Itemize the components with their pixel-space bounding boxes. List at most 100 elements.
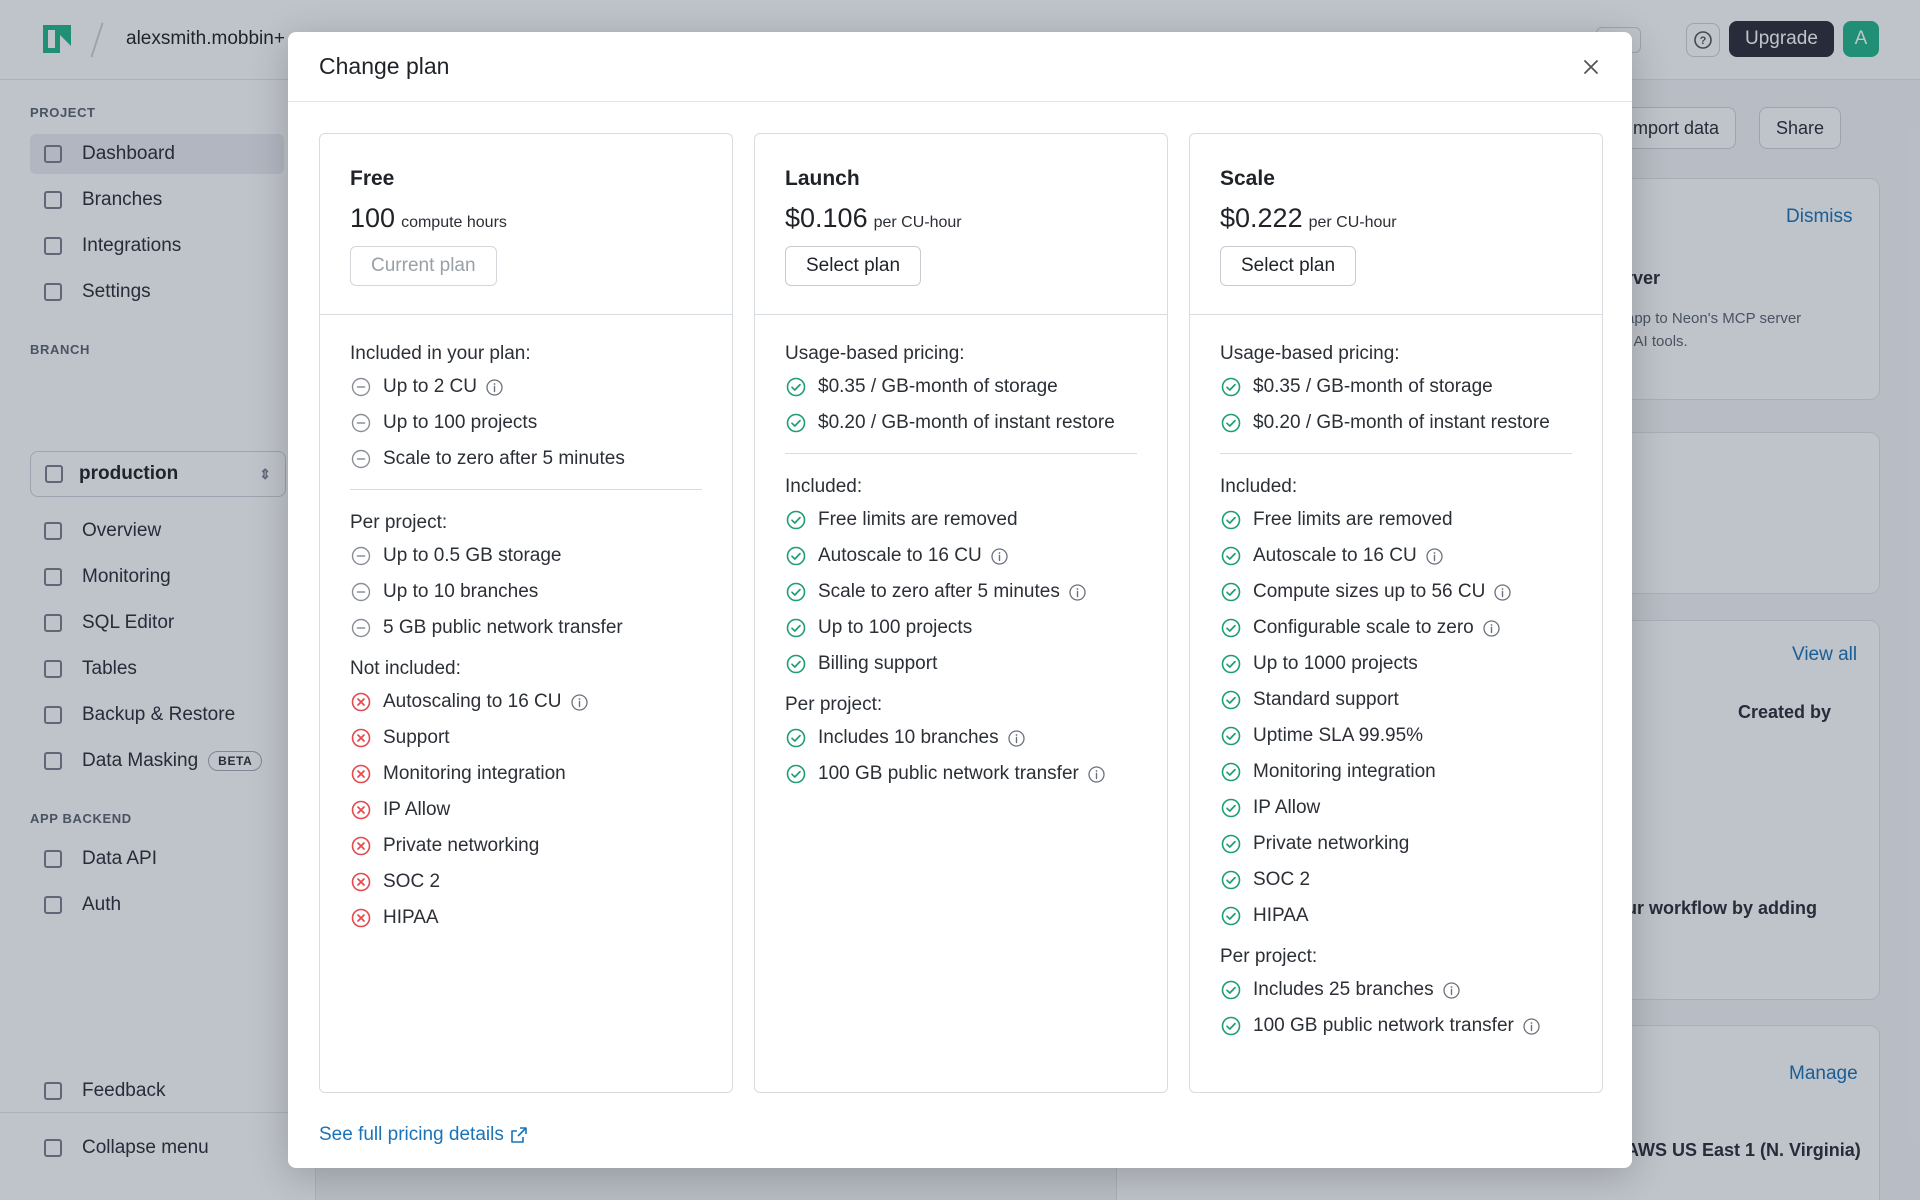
minus-circle-icon (350, 617, 372, 639)
feature-text: Free limits are removed (1253, 509, 1453, 530)
info-icon[interactable] (1442, 981, 1461, 1000)
feature-gap (350, 646, 702, 654)
feature-item: 100 GB public network transfer (785, 756, 1137, 792)
info-icon[interactable] (1425, 547, 1444, 566)
manage-link[interactable]: Manage (1789, 1063, 1858, 1084)
sidebar-item-dashboard[interactable]: Dashboard (30, 134, 284, 174)
x-circle-icon (350, 907, 372, 929)
plans-grid: Free 100 compute hours Current plan Inclu… (319, 133, 1603, 1093)
info-icon[interactable] (1482, 619, 1501, 638)
modal-header: Change plan (288, 32, 1632, 102)
sidebar-item-backup-restore[interactable]: Backup & Restore (30, 695, 284, 735)
sidebar-item-overview[interactable]: Overview (30, 511, 284, 551)
branches-icon (44, 191, 62, 209)
plan-name: Launch (785, 167, 860, 190)
feature-item: SOC 2 (1220, 862, 1572, 898)
feature-divider (350, 489, 702, 490)
help-button[interactable]: ? (1686, 23, 1720, 57)
collapse-menu-button[interactable]: Collapse menu (30, 1128, 284, 1168)
plan-price-value: $0.222 (1220, 203, 1303, 233)
feature-text: Includes 10 branches (818, 727, 999, 748)
feature-item: Support (350, 720, 702, 756)
feature-item: Includes 25 branches (1220, 972, 1572, 1008)
sidebar-section-app-backend: APP BACKEND (30, 811, 132, 826)
feature-text: 5 GB public network transfer (383, 617, 623, 638)
check-circle-icon (785, 376, 807, 398)
select-plan-button[interactable]: Select plan (1220, 246, 1357, 286)
sidebar-item-monitoring[interactable]: Monitoring (30, 557, 284, 597)
branch-selector[interactable]: production ⇕ (30, 451, 286, 497)
info-icon[interactable] (1522, 1017, 1541, 1036)
sidebar-section-project: PROJECT (30, 105, 96, 120)
feature-text: Up to 100 projects (383, 412, 538, 433)
info-icon[interactable] (1007, 729, 1026, 748)
feature-item: SOC 2 (350, 864, 702, 900)
feature-group-title: Included in your plan: (350, 343, 531, 364)
plan-price-unit: per CU-hour (873, 214, 962, 231)
check-circle-icon (1220, 761, 1242, 783)
sidebar-item-sql-editor[interactable]: SQL Editor (30, 603, 284, 643)
sidebar-item-integrations[interactable]: Integrations (30, 226, 284, 266)
feature-text: Scale to zero after 5 minutes (818, 581, 1060, 602)
plan-price-unit: per CU-hour (1308, 214, 1397, 231)
info-icon[interactable] (1087, 765, 1106, 784)
feature-item: Free limits are removed (785, 502, 1137, 538)
info-icon[interactable] (485, 378, 504, 397)
share-button[interactable]: Share (1759, 107, 1842, 149)
sidebar-item-data-api[interactable]: Data API (30, 839, 284, 879)
sidebar-item-auth[interactable]: Auth (30, 885, 284, 925)
plan-header: Launch $0.106 per CU-hour Select plan (755, 134, 1167, 315)
feature-text: 100 GB public network transfer (1253, 1015, 1514, 1036)
feature-item: HIPAA (350, 900, 702, 936)
dismiss-link[interactable]: Dismiss (1786, 206, 1853, 227)
mcp-desc-2: I AI tools. (1626, 333, 1688, 350)
data-api-icon (44, 850, 62, 868)
sidebar-item-branches[interactable]: Branches (30, 180, 284, 220)
avatar[interactable]: A (1843, 21, 1879, 57)
svg-text:?: ? (1700, 35, 1707, 47)
info-icon[interactable] (570, 693, 589, 712)
backup-icon (44, 706, 62, 724)
feature-group-title: Included: (1220, 476, 1298, 497)
feature-item: $0.20 / GB-month of instant restore (785, 405, 1137, 441)
check-circle-icon (1220, 509, 1242, 531)
minus-circle-icon (350, 448, 372, 470)
neon-logo-icon[interactable] (40, 22, 74, 56)
select-plan-button[interactable]: Select plan (785, 246, 922, 286)
feature-text: Support (383, 727, 450, 748)
x-circle-icon (350, 691, 372, 713)
minus-circle-icon (350, 376, 372, 398)
feature-item: 100 GB public network transfer (1220, 1008, 1572, 1044)
import-data-button[interactable]: mport data (1616, 107, 1737, 149)
plan-price: 100 compute hours (350, 203, 702, 234)
feature-text: Compute sizes up to 56 CU (1253, 581, 1486, 602)
feature-item: Configurable scale to zero (1220, 610, 1572, 646)
check-circle-icon (785, 763, 807, 785)
sidebar-item-settings[interactable]: Settings (30, 272, 284, 312)
feature-text: Standard support (1253, 689, 1399, 710)
sidebar-item-feedback[interactable]: Feedback (30, 1071, 284, 1111)
sidebar-item-data-masking[interactable]: Data Masking BETA (30, 741, 284, 781)
mcp-title: rver (1626, 268, 1661, 288)
info-icon[interactable] (990, 547, 1009, 566)
info-icon[interactable] (1068, 583, 1087, 602)
feature-group-title: Usage-based pricing: (1220, 343, 1400, 364)
feature-text: IP Allow (1253, 797, 1321, 818)
feature-group-title: Per project: (350, 512, 448, 533)
feature-text: Includes 25 branches (1253, 979, 1434, 1000)
x-circle-icon (350, 871, 372, 893)
sidebar-item-tables[interactable]: Tables (30, 649, 284, 689)
close-icon[interactable] (1580, 56, 1602, 78)
breadcrumb-user[interactable]: alexsmith.mobbin+ (126, 28, 285, 49)
check-circle-icon (1220, 376, 1242, 398)
plan-header: Scale $0.222 per CU-hour Select plan (1190, 134, 1602, 315)
check-circle-icon (1220, 905, 1242, 927)
feature-item: Scale to zero after 5 minutes (350, 441, 702, 477)
upgrade-button[interactable]: Upgrade (1729, 21, 1834, 57)
feature-group-title: Included: (785, 476, 863, 497)
full-pricing-link[interactable]: See full pricing details (319, 1124, 529, 1146)
feature-text: Autoscale to 16 CU (1253, 545, 1417, 566)
feature-text: Billing support (818, 653, 938, 674)
info-icon[interactable] (1493, 583, 1512, 602)
view-all-link[interactable]: View all (1792, 644, 1858, 665)
